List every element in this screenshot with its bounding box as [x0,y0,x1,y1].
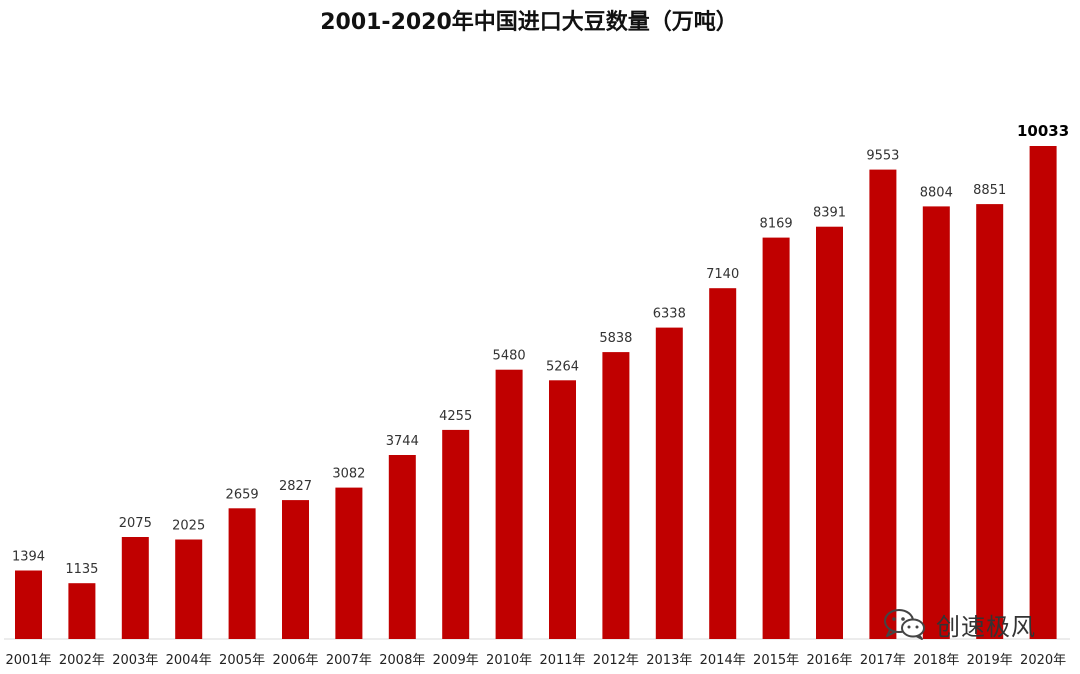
x-tick-label: 2002年 [59,653,105,668]
x-tick-label: 2006年 [272,653,318,668]
data-label-2017年: 9553 [866,149,899,164]
bar-2017年 [869,169,897,639]
x-tick-label: 2012年 [593,653,639,668]
data-label-2012年: 5838 [599,331,632,346]
data-label-2004年: 2025 [172,519,205,534]
x-tick-label: 2019年 [967,653,1013,668]
data-label-2019年: 8851 [973,183,1006,198]
bar-2018年 [922,206,950,639]
x-tick-label: 2004年 [166,653,212,668]
bar-2009年 [442,429,470,639]
x-tick-label: 2009年 [433,653,479,668]
x-tick-label: 2013年 [646,653,692,668]
data-label-2008年: 3744 [386,434,419,449]
bar-2013年 [655,327,683,639]
data-label-2010年: 5480 [493,349,526,364]
x-tick-label: 2005年 [219,653,265,668]
bar-2020年 [1029,146,1057,639]
watermark-text: 创速极风 [936,612,1036,641]
data-label-2015年: 8169 [760,217,793,232]
data-label-2018年: 8804 [920,185,953,200]
bar-2010年 [495,369,523,639]
data-label-2011年: 5264 [546,359,579,374]
wechat-icon [884,609,925,640]
bar-2006年 [282,500,309,639]
bar-2005年 [228,508,256,639]
x-tick-label: 2003年 [112,653,158,668]
x-tick-label: 2014年 [700,653,746,668]
x-tick-label: 2001年 [5,653,51,668]
bar-2003年 [121,537,149,639]
data-label-2020年: 10033 [1017,122,1069,140]
data-label-2006年: 2827 [279,479,312,494]
data-label-2003年: 2075 [119,516,152,531]
bar-2008年 [388,455,416,639]
data-label-2007年: 3082 [332,467,365,482]
x-tick-label: 2011年 [539,653,585,668]
bar-2019年 [976,204,1004,639]
bar-2011年 [549,380,576,639]
bar-2016年 [816,226,843,639]
x-tick-label: 2020年 [1020,653,1066,668]
x-tick-label: 2008年 [379,653,425,668]
bar-2012年 [602,352,630,639]
watermark: 创速极风 [882,606,1036,642]
data-label-2001年: 1394 [12,550,45,565]
data-label-2013年: 6338 [653,307,686,322]
data-label-2009年: 4255 [439,409,472,424]
x-tick-label: 2007年 [326,653,372,668]
x-tick-label: 2010年 [486,653,532,668]
bar-2007年 [335,487,363,639]
x-tick-label: 2018年 [913,653,959,668]
data-label-2002年: 1135 [65,562,98,577]
bar-2015年 [762,237,790,639]
x-tick-label: 2015年 [753,653,799,668]
bar-2004年 [175,539,203,639]
bar-2002年 [68,583,96,639]
data-label-2005年: 2659 [226,487,259,502]
chart-title: 2001-2020年中国进口大豆数量（万吨） [320,10,738,35]
x-tick-label: 2017年 [860,653,906,668]
x-tick-label: 2016年 [806,653,852,668]
data-label-2014年: 7140 [706,267,739,282]
bar-2014年 [709,288,737,639]
data-label-2016年: 8391 [813,206,846,221]
bar-2001年 [15,570,42,639]
